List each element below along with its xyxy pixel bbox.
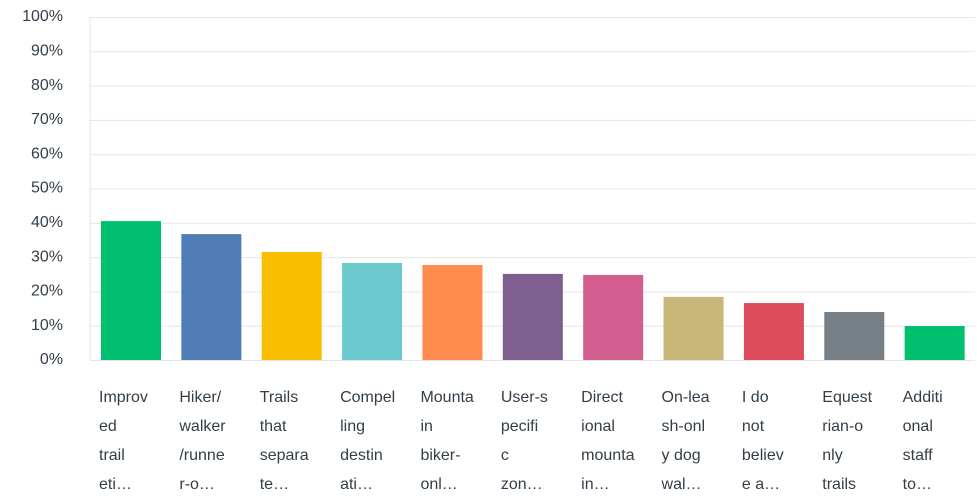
bar (663, 296, 724, 360)
x-tick-label: walker (178, 418, 226, 435)
x-tick-label: to… (903, 476, 932, 493)
x-tick-label: believ (742, 447, 784, 464)
x-tick-label: in… (581, 476, 609, 493)
bar (743, 303, 804, 360)
x-tick-label: Trails (260, 389, 299, 406)
bar (342, 262, 403, 360)
x-tick-label: trail (99, 447, 125, 464)
x-tick-label: Mounta (420, 389, 473, 406)
x-tick-label: On-lea (662, 389, 710, 406)
y-tick-label: 70% (31, 111, 63, 128)
x-tick-label: biker- (420, 447, 460, 464)
y-tick-label: 10% (31, 317, 63, 334)
x-tick-label: ed (99, 418, 117, 435)
x-tick-label: pecifi (501, 418, 538, 435)
x-tick-label: trails (822, 476, 856, 493)
x-tick-label: r-o… (179, 476, 215, 493)
x-tick-label: User-s (501, 389, 548, 406)
x-tick-label: rian-o (822, 418, 863, 435)
x-tick-label: in (420, 418, 432, 435)
bar (261, 251, 322, 360)
y-tick-label: 50% (31, 180, 63, 197)
x-tick-label: nly (822, 447, 842, 464)
y-tick-label: 100% (22, 8, 63, 25)
y-tick-label: 60% (31, 145, 63, 162)
x-tick-label: c (501, 447, 509, 464)
bar (101, 221, 161, 360)
y-tick-label: 0% (40, 351, 63, 368)
x-tick-label: onal (903, 418, 933, 435)
x-tick-label: Direct (581, 389, 623, 406)
x-tick-label: eti… (99, 476, 132, 493)
x-tick-label: staff (903, 447, 934, 464)
x-tick-label: Equest (822, 389, 872, 406)
x-tick-label: destin (340, 447, 383, 464)
x-tick-label: mounta (581, 447, 634, 464)
x-tick-label: Additi (903, 389, 943, 406)
x-tick-label: ional (581, 418, 615, 435)
x-tick-label: that (260, 418, 287, 435)
x-tick-label: zon… (501, 476, 543, 493)
y-tick-label: 20% (31, 283, 63, 300)
x-tick-label: sh-onl (662, 418, 706, 435)
x-tick-label: /runne (179, 447, 224, 464)
x-tick-label: Hiker/ (179, 389, 221, 406)
bar (422, 264, 483, 360)
x-tick-label: ling (340, 418, 365, 435)
x-tick-label: te… (260, 476, 289, 493)
x-tick-label: Improv (99, 389, 148, 406)
y-tick-label: 40% (31, 214, 63, 231)
y-tick-label: 90% (31, 43, 63, 60)
bar (824, 311, 885, 360)
x-tick-label: wal… (661, 476, 702, 493)
x-tick-label: not (742, 418, 765, 435)
x-tick-label: Compel (340, 389, 395, 406)
bar (904, 326, 965, 360)
x-tick-label: y dog (662, 447, 701, 464)
bar (181, 234, 242, 360)
y-tick-label: 30% (31, 248, 63, 265)
x-tick-label: I do (742, 389, 769, 406)
x-tick-label: e a… (742, 476, 780, 493)
x-tick-label: ati… (340, 476, 373, 493)
bar (583, 274, 644, 360)
y-tick-label: 80% (31, 77, 63, 94)
x-tick-label: separa (260, 447, 309, 464)
bar (502, 273, 563, 360)
x-tick-label: onl… (420, 476, 457, 493)
